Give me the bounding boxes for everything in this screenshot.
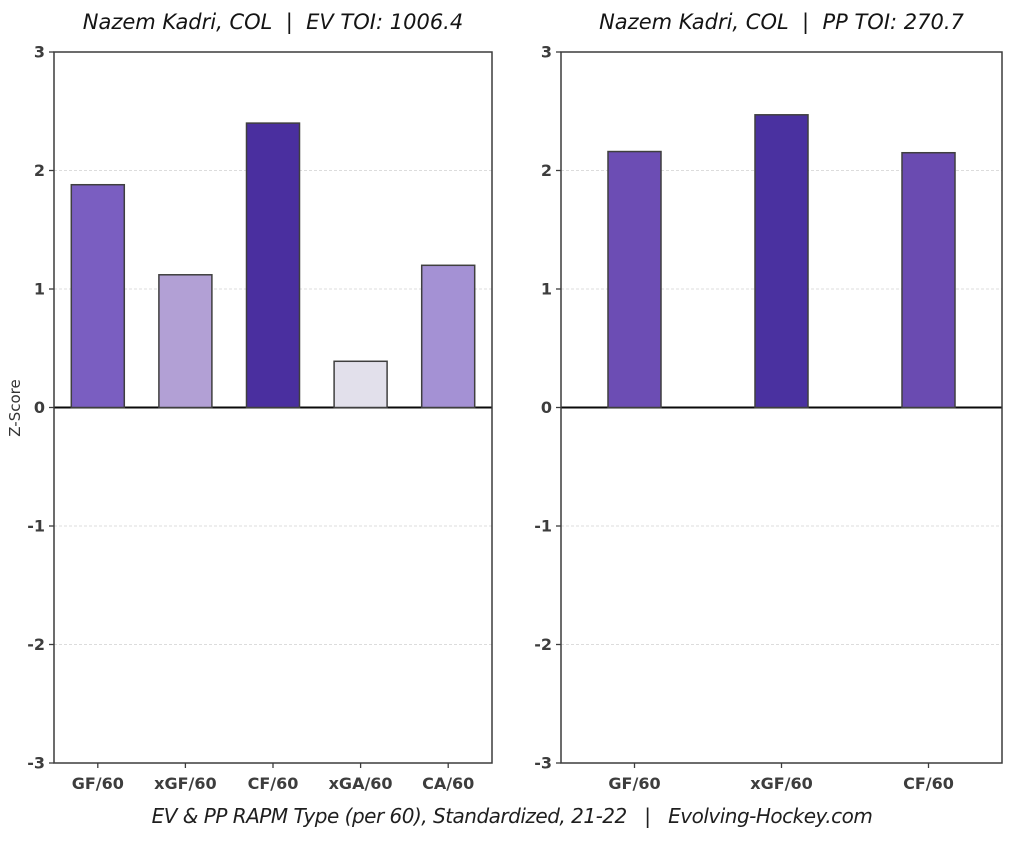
bar-xga-60: [333, 360, 388, 409]
figure-caption: EV & PP RAPM Type (per 60), Standardized…: [151, 804, 873, 828]
x-tick-label: xGF/60: [154, 774, 217, 793]
y-tick-label: -3: [534, 754, 552, 773]
y-tick-label: 2: [34, 161, 45, 180]
y-tick-label: 3: [34, 43, 45, 62]
y-tick-label: 3: [541, 43, 552, 62]
x-tick-label: GF/60: [72, 774, 124, 793]
bar-gf-60: [607, 150, 662, 409]
y-tick-label: -2: [27, 635, 45, 654]
x-tick-label: CF/60: [903, 774, 954, 793]
bar-xgf-60: [754, 114, 809, 409]
x-tick-label: xGF/60: [750, 774, 813, 793]
y-tick-label: -1: [534, 517, 552, 536]
y-tick-label: -2: [534, 635, 552, 654]
bar-cf-60: [245, 122, 301, 409]
y-tick-label: 1: [541, 280, 552, 299]
left-chart-title: Nazem Kadri, COL | EV TOI: 1006.4: [82, 10, 464, 34]
x-tick-label: xGA/60: [329, 774, 393, 793]
x-tick-label: CA/60: [422, 774, 474, 793]
y-tick-label: 2: [541, 161, 552, 180]
x-tick-label: CF/60: [248, 774, 299, 793]
bar-ca-60: [420, 264, 476, 409]
y-tick-label: -1: [27, 517, 45, 536]
bar-gf-60: [70, 183, 126, 409]
y-tick-label: -3: [27, 754, 45, 773]
bar-xgf-60: [158, 274, 213, 409]
y-tick-label: 0: [541, 398, 552, 417]
y-tick-label: 1: [34, 280, 45, 299]
bar-cf-60: [901, 151, 956, 409]
y-tick-label: 0: [34, 398, 45, 417]
x-tick-label: GF/60: [608, 774, 660, 793]
right-chart-title: Nazem Kadri, COL | PP TOI: 270.7: [599, 10, 964, 34]
